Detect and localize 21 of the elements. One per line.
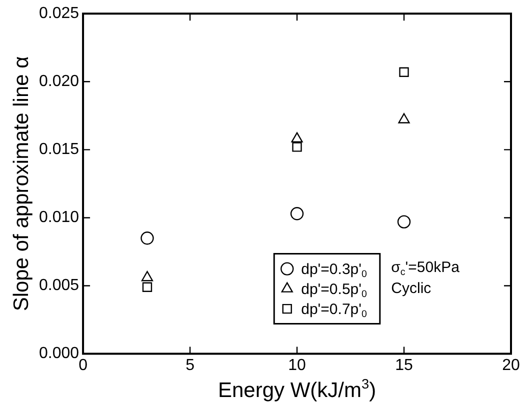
y-tick-label: 0.000 (38, 345, 80, 362)
x-tick-label: 10 (288, 356, 306, 374)
y-axis-title: Slope of approximate line α (10, 56, 33, 312)
x-tick-label: 15 (395, 356, 414, 374)
point (397, 215, 411, 228)
point (290, 207, 304, 220)
y-tick-label: 0.025 (38, 5, 80, 22)
point (398, 113, 410, 124)
point (291, 132, 303, 142)
y-tick-label: 0.020 (38, 73, 80, 90)
annotation: Cyclic (391, 280, 432, 298)
point (140, 232, 154, 245)
x-tick-label: 0 (78, 356, 88, 374)
x-tick-label: 5 (186, 356, 195, 374)
point (399, 67, 409, 77)
y-tick-label: 0.015 (38, 141, 80, 158)
y-tick-label: 0.010 (38, 209, 80, 226)
point (142, 282, 152, 292)
y-tick-label: 0.005 (38, 277, 80, 294)
x-tick-label: 20 (502, 356, 520, 374)
point (292, 142, 302, 152)
